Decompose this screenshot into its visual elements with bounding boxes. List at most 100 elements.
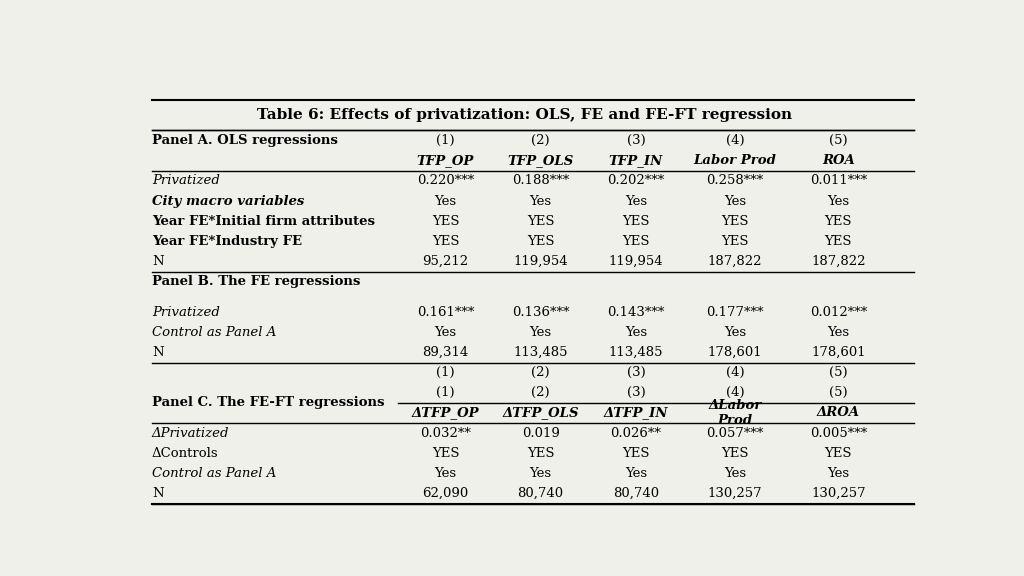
Text: Yes: Yes — [529, 467, 552, 480]
Text: Yes: Yes — [625, 195, 647, 207]
Text: Yes: Yes — [827, 195, 849, 207]
Text: YES: YES — [432, 447, 459, 460]
Text: (2): (2) — [531, 366, 550, 379]
Text: Yes: Yes — [827, 467, 849, 480]
Text: (3): (3) — [627, 134, 645, 147]
Text: 95,212: 95,212 — [422, 255, 469, 268]
Text: Year FE*Initial firm attributes: Year FE*Initial firm attributes — [152, 215, 375, 228]
Text: YES: YES — [824, 447, 852, 460]
Text: 119,954: 119,954 — [608, 255, 664, 268]
Text: Yes: Yes — [625, 326, 647, 339]
Text: YES: YES — [623, 447, 649, 460]
Text: YES: YES — [527, 447, 554, 460]
Text: YES: YES — [721, 215, 749, 228]
Text: Privatized: Privatized — [152, 175, 220, 187]
Text: Control as Panel A: Control as Panel A — [152, 467, 276, 480]
Text: 187,822: 187,822 — [811, 255, 865, 268]
Text: 0.026**: 0.026** — [610, 427, 662, 439]
Text: Yes: Yes — [529, 195, 552, 207]
Text: ΔTFP_OLS: ΔTFP_OLS — [503, 407, 579, 419]
Text: 0.220***: 0.220*** — [417, 175, 474, 187]
Text: Yes: Yes — [724, 467, 746, 480]
Text: 187,822: 187,822 — [708, 255, 762, 268]
Text: YES: YES — [527, 215, 554, 228]
Text: ROA: ROA — [822, 154, 855, 167]
Text: (1): (1) — [436, 386, 455, 399]
Text: 0.005***: 0.005*** — [810, 427, 867, 439]
Text: Panel A. OLS regressions: Panel A. OLS regressions — [152, 134, 338, 147]
Text: 0.019: 0.019 — [522, 427, 559, 439]
Text: (4): (4) — [726, 134, 744, 147]
Text: YES: YES — [623, 235, 649, 248]
Text: 0.258***: 0.258*** — [707, 175, 764, 187]
Text: YES: YES — [527, 235, 554, 248]
Text: N: N — [152, 346, 164, 359]
Text: 119,954: 119,954 — [513, 255, 568, 268]
Text: (3): (3) — [627, 386, 645, 399]
Text: 113,485: 113,485 — [608, 346, 664, 359]
Text: TFP_OP: TFP_OP — [417, 154, 474, 167]
Text: (1): (1) — [436, 366, 455, 379]
Text: Panel B. The FE regressions: Panel B. The FE regressions — [152, 275, 360, 288]
Text: 130,257: 130,257 — [708, 487, 763, 500]
Text: 80,740: 80,740 — [612, 487, 659, 500]
Text: 0.057***: 0.057*** — [707, 427, 764, 439]
Text: (5): (5) — [829, 386, 848, 399]
Text: YES: YES — [721, 447, 749, 460]
Text: 0.177***: 0.177*** — [707, 305, 764, 319]
Text: 0.161***: 0.161*** — [417, 305, 474, 319]
Text: ΔPrivatized: ΔPrivatized — [152, 427, 229, 439]
Text: ΔROA: ΔROA — [817, 407, 860, 419]
Text: Yes: Yes — [724, 195, 746, 207]
Text: 0.032**: 0.032** — [420, 427, 471, 439]
Text: (2): (2) — [531, 386, 550, 399]
Text: YES: YES — [824, 215, 852, 228]
Text: (1): (1) — [436, 134, 455, 147]
Text: (3): (3) — [627, 366, 645, 379]
Text: N: N — [152, 255, 164, 268]
Text: Yes: Yes — [529, 326, 552, 339]
Text: 0.136***: 0.136*** — [512, 305, 569, 319]
Text: Yes: Yes — [724, 326, 746, 339]
Text: TFP_OLS: TFP_OLS — [508, 154, 573, 167]
Text: TFP_IN: TFP_IN — [609, 154, 663, 167]
Text: 80,740: 80,740 — [517, 487, 564, 500]
Text: (5): (5) — [829, 366, 848, 379]
Text: 0.202***: 0.202*** — [607, 175, 665, 187]
Text: (2): (2) — [531, 134, 550, 147]
Text: N: N — [152, 487, 164, 500]
Text: 178,601: 178,601 — [811, 346, 865, 359]
Text: YES: YES — [432, 215, 459, 228]
Text: YES: YES — [824, 235, 852, 248]
Text: Yes: Yes — [434, 326, 457, 339]
Text: Yes: Yes — [434, 467, 457, 480]
Text: ΔTFP_IN: ΔTFP_IN — [604, 407, 668, 419]
Text: ΔTFP_OP: ΔTFP_OP — [412, 407, 479, 419]
Text: 178,601: 178,601 — [708, 346, 763, 359]
Text: YES: YES — [721, 235, 749, 248]
Text: Panel C. The FE-FT regressions: Panel C. The FE-FT regressions — [152, 396, 384, 410]
Text: ΔControls: ΔControls — [152, 447, 218, 460]
Text: 89,314: 89,314 — [422, 346, 469, 359]
Text: (4): (4) — [726, 366, 744, 379]
Text: YES: YES — [432, 235, 459, 248]
Text: 130,257: 130,257 — [811, 487, 865, 500]
Text: 113,485: 113,485 — [513, 346, 568, 359]
Text: ΔLabor
Prod: ΔLabor Prod — [709, 399, 762, 427]
Text: Labor Prod: Labor Prod — [693, 154, 776, 167]
Text: 0.011***: 0.011*** — [810, 175, 867, 187]
Text: Privatized: Privatized — [152, 305, 220, 319]
Text: (4): (4) — [726, 386, 744, 399]
Text: Year FE*Industry FE: Year FE*Industry FE — [152, 235, 302, 248]
Text: 0.143***: 0.143*** — [607, 305, 665, 319]
Text: 0.012***: 0.012*** — [810, 305, 867, 319]
Text: Control as Panel A: Control as Panel A — [152, 326, 276, 339]
Text: (5): (5) — [829, 134, 848, 147]
Text: Yes: Yes — [625, 467, 647, 480]
Text: Yes: Yes — [434, 195, 457, 207]
Text: Yes: Yes — [827, 326, 849, 339]
Text: Table 6: Effects of privatization: OLS, FE and FE-FT regression: Table 6: Effects of privatization: OLS, … — [257, 108, 793, 122]
Text: YES: YES — [623, 215, 649, 228]
Text: City macro variables: City macro variables — [152, 195, 304, 207]
Text: 0.188***: 0.188*** — [512, 175, 569, 187]
